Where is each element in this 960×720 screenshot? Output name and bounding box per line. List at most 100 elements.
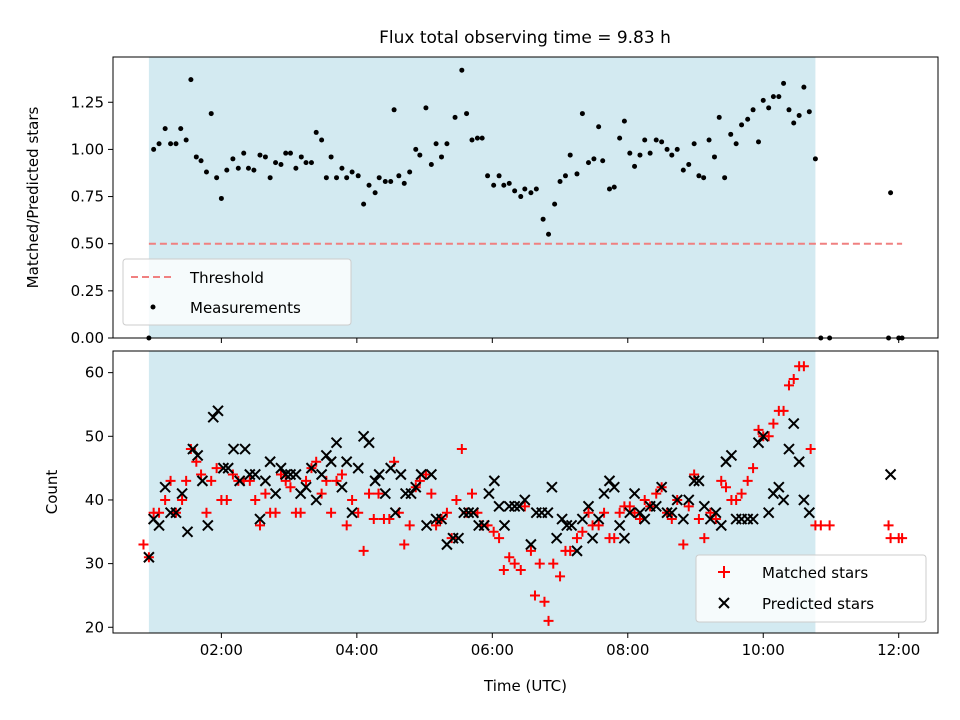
matched-star-point [426, 488, 437, 499]
measurement-point [355, 173, 361, 179]
measurement-point [257, 152, 263, 158]
predicted-star-point [181, 526, 194, 538]
measurement-point [439, 154, 445, 160]
predicted-star-point [624, 506, 636, 519]
measurement-point [781, 80, 787, 86]
measurement-point [888, 190, 894, 196]
matched-star-point [883, 520, 894, 531]
predicted-star-point [803, 506, 816, 519]
predicted-star-point [762, 506, 775, 519]
predicted-star-point [586, 532, 599, 544]
count-panel-frame [112, 350, 939, 634]
matched-star-point [710, 514, 721, 525]
measurement-point [711, 154, 717, 160]
matched-star-point [451, 494, 462, 505]
predicted-star-point [269, 487, 282, 500]
measurement-point [214, 175, 220, 181]
matched-star-point [565, 545, 576, 556]
measurement-point [417, 152, 423, 158]
matched-star-point [768, 418, 779, 429]
matched-star-point [763, 431, 774, 442]
predicted-star-point [677, 513, 690, 525]
measurement-point [485, 173, 491, 179]
measurement-point [579, 111, 585, 117]
predicted-star-point [773, 481, 785, 493]
measurement-point [722, 175, 728, 181]
measurement-point [562, 173, 568, 179]
x-tick-label: 04:00 [335, 641, 378, 659]
measurement-point [339, 165, 345, 171]
matched-star-point [270, 507, 281, 518]
measurement-point [372, 190, 378, 196]
predicted-star-point [249, 468, 261, 481]
measurement-point [479, 135, 485, 141]
measurement-point [540, 216, 546, 222]
predicted-star-point [655, 481, 668, 493]
predicted-star-point [793, 456, 805, 468]
predicted-star-point [153, 519, 165, 532]
measurement-point [303, 160, 309, 166]
y-tick-label: 20 [85, 618, 104, 636]
predicted-star-point [202, 519, 214, 532]
predicted-star-point [571, 545, 583, 557]
count-panel-x-ticks: 02:00 04:00 06:00 08:00 10:00 12:00 [200, 633, 920, 659]
predicted-star-point [159, 481, 171, 493]
y-tick-label: 0.00 [71, 329, 104, 347]
legend-box [122, 258, 352, 326]
measurement-point [262, 154, 268, 160]
predicted-star-point [395, 468, 407, 481]
measurement-point [739, 122, 745, 128]
matched-star-point [614, 507, 625, 518]
predicted-star-point [478, 519, 490, 532]
matched-star-point [778, 405, 789, 416]
matched-star-point [441, 507, 452, 518]
matched-star-point [705, 507, 716, 518]
predicted-star-point [671, 494, 683, 506]
measurement-point [183, 137, 189, 143]
predicted-star-point [608, 481, 620, 493]
measurement-point [267, 175, 273, 181]
predicted-star-point [264, 456, 276, 468]
matched-star-point [341, 520, 352, 531]
measurement-point [293, 165, 299, 171]
matched-star-point [295, 507, 306, 518]
matched-star-point [599, 507, 610, 518]
measurement-point [801, 84, 807, 90]
y-tick-label: 1.25 [71, 93, 104, 111]
y-tick-label: 50 [85, 427, 104, 445]
measurement-point [642, 137, 648, 143]
predicted-star-point [550, 532, 563, 544]
matched-star-point [543, 615, 554, 626]
matched-star-point [639, 494, 650, 505]
matched-star-point [519, 501, 530, 512]
matched-star-point [331, 475, 342, 486]
ratio-panel-x-ticks [220, 338, 900, 343]
measurement-point [349, 169, 355, 175]
ratio-panel-frame [112, 56, 939, 339]
predicted-star-point [212, 405, 224, 417]
measurement-point [627, 150, 633, 156]
predicted-star-point [143, 551, 155, 563]
matched-star-point [260, 488, 271, 499]
matched-star-point [160, 494, 171, 505]
measurement-point [308, 160, 314, 166]
measurement-point [716, 114, 722, 120]
measurement-point [611, 184, 617, 190]
measurement-point [546, 231, 552, 237]
matched-star-point [336, 469, 347, 480]
matched-star-point [227, 469, 238, 480]
measurement-point [298, 154, 304, 160]
measurement-point [198, 158, 204, 164]
measurement-point [600, 158, 606, 164]
matched-star-point [689, 469, 700, 480]
measurement-point [696, 173, 702, 179]
matched-star-point [742, 475, 753, 486]
matched-star-point [748, 463, 759, 474]
matched-star-point [211, 463, 222, 474]
measurement-point [334, 175, 340, 181]
measurement-point [218, 195, 224, 201]
matched-star-point [525, 545, 536, 556]
measurement-point [647, 150, 653, 156]
matched-star-point [577, 526, 588, 537]
measurement-point [567, 152, 573, 158]
